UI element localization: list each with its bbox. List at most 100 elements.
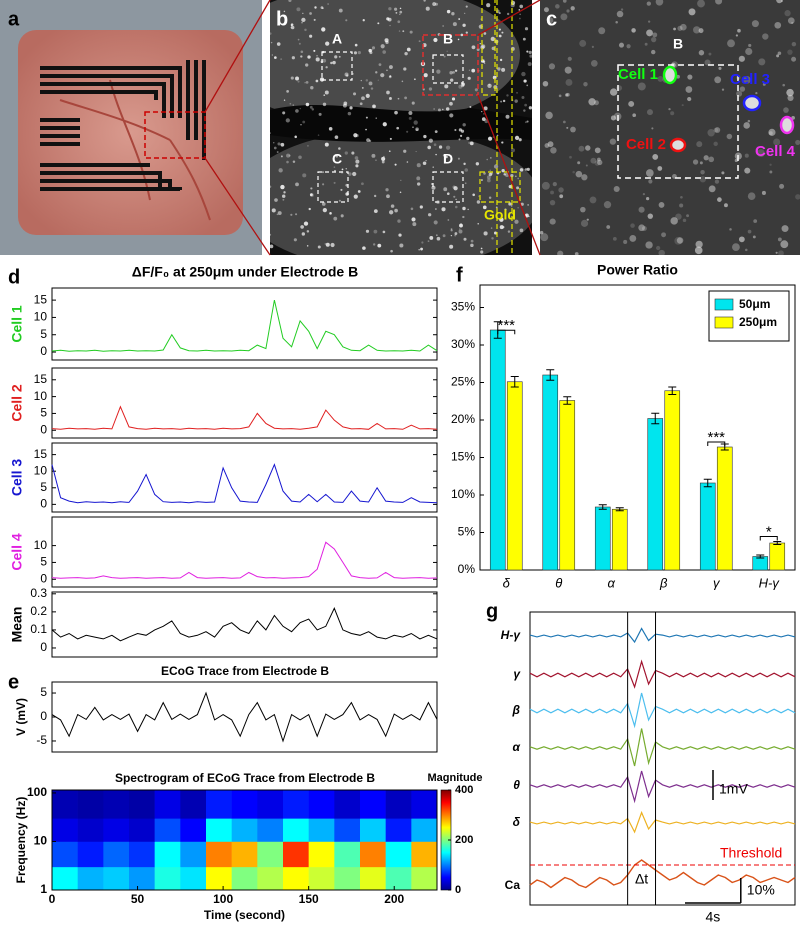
speckle (442, 108, 444, 111)
speckle (274, 56, 277, 59)
speckle (433, 37, 438, 43)
speckle (302, 120, 306, 124)
band-trace (529, 692, 796, 729)
speckle (421, 241, 424, 244)
speckle (638, 206, 645, 213)
speckle (453, 186, 458, 191)
speckle (524, 121, 527, 124)
speckle (270, 132, 271, 134)
speckle (427, 145, 432, 150)
speckle (541, 181, 550, 190)
speckle (486, 175, 491, 180)
speckle (641, 226, 647, 232)
speckle (353, 194, 358, 199)
speckle (425, 159, 427, 162)
speckle (441, 207, 446, 212)
speckle (693, 26, 701, 34)
region-label: D (443, 151, 453, 167)
speckle (768, 128, 776, 136)
speckle (743, 122, 750, 129)
y-tick-label: 10 (34, 310, 48, 324)
speckle (680, 23, 687, 31)
speckle (371, 49, 373, 51)
speckle (753, 219, 758, 223)
speckle (480, 250, 484, 254)
speckle (487, 136, 493, 141)
speckle (436, 234, 438, 236)
heat-cell (180, 818, 207, 842)
heat-cell (411, 818, 438, 842)
speckle (687, 74, 693, 80)
speckle (373, 209, 378, 213)
band-trace (529, 627, 796, 644)
heat-cell (231, 841, 258, 868)
speckle (310, 187, 313, 190)
speckle (514, 99, 518, 103)
speckle (395, 11, 398, 14)
speckle (472, 193, 475, 197)
panel-letter: g (486, 600, 498, 622)
speckle (521, 71, 526, 77)
speckle (397, 219, 401, 223)
heat-cell (206, 841, 232, 868)
speckle (477, 222, 479, 225)
speckle (695, 240, 703, 248)
speckle (322, 183, 325, 186)
speckle (565, 79, 573, 86)
bar (752, 556, 769, 571)
speckle (524, 103, 528, 107)
speckle (295, 182, 299, 187)
speckle (280, 142, 285, 147)
speckle (562, 0, 567, 3)
scale-label: 4s (705, 909, 720, 925)
speckle (386, 194, 390, 199)
speckle (755, 91, 758, 95)
speckle (404, 51, 408, 56)
speckle (528, 106, 532, 110)
axes-frame (51, 591, 438, 658)
speckle (283, 99, 286, 101)
speckle (566, 9, 570, 13)
panel-letter: b (276, 8, 288, 30)
heat-cell (154, 790, 181, 819)
speckle (390, 204, 395, 208)
speckle (609, 138, 617, 145)
speckle (752, 235, 756, 239)
speckle (738, 236, 745, 243)
speckle (586, 218, 589, 221)
speckle (787, 49, 793, 55)
speckle (550, 190, 554, 195)
speckle (300, 225, 304, 229)
speckle (463, 162, 466, 166)
band-label: δ (513, 815, 521, 829)
speckle (670, 217, 678, 225)
speckle (508, 185, 512, 189)
heat-cell (154, 866, 181, 891)
speckle (383, 155, 385, 158)
speckle (651, 36, 657, 43)
speckle (307, 55, 311, 59)
heat-cell (231, 818, 258, 842)
series-label: Cell 3 (9, 459, 25, 497)
speckle (776, 0, 783, 4)
chart-title: Power Ratio (597, 262, 678, 278)
speckle (451, 12, 455, 16)
speckle (768, 131, 773, 136)
speckle (278, 168, 283, 173)
speckle (305, 63, 309, 67)
speckle (365, 229, 370, 233)
speckle (495, 206, 498, 209)
speckle (743, 75, 751, 84)
speckle (325, 242, 330, 247)
speckle (567, 56, 572, 61)
speckle (437, 108, 441, 112)
speckle (285, 118, 290, 123)
speckle (656, 245, 661, 251)
trace-line (51, 607, 438, 642)
error-bar (510, 376, 519, 388)
speckle (698, 50, 705, 56)
speckle (674, 236, 683, 245)
speckle (581, 174, 588, 181)
speckle (609, 88, 618, 96)
speckle (751, 20, 759, 28)
